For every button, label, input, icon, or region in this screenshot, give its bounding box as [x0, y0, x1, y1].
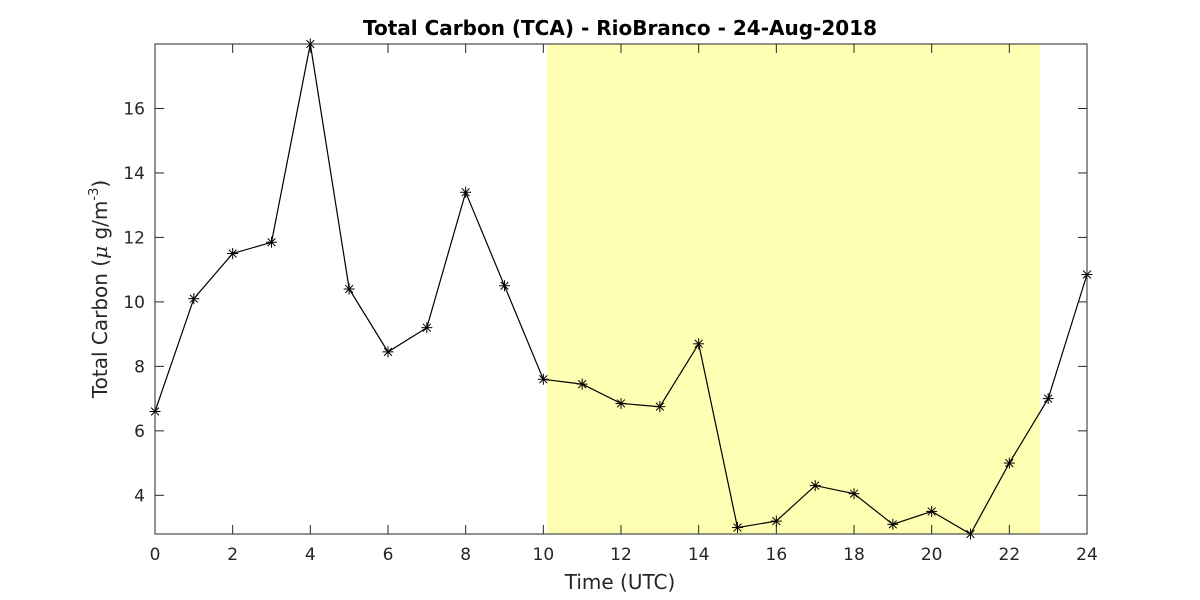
data-point	[732, 522, 743, 534]
x-axis-title: Time (UTC)	[564, 570, 676, 594]
x-tick-label: 22	[999, 545, 1021, 565]
data-point	[421, 322, 433, 334]
data-point	[382, 346, 394, 358]
x-tick-label: 16	[766, 545, 788, 565]
data-point	[537, 373, 549, 385]
y-axis-title-mu: μ	[88, 246, 112, 259]
y-axis-title: Total Carbon (μ g/m-3)	[87, 180, 112, 399]
data-point	[848, 488, 860, 500]
x-tick-label: 20	[921, 545, 943, 565]
x-tick-label: 12	[610, 545, 632, 565]
chart-title: Total Carbon (TCA) - RioBranco - 24-Aug-…	[363, 16, 877, 40]
data-point	[693, 338, 705, 350]
y-tick-label: 4	[134, 486, 145, 506]
data-point	[1003, 457, 1015, 469]
data-point	[499, 280, 510, 292]
data-point	[615, 397, 627, 409]
y-axis-title-unit: g/m	[88, 201, 112, 246]
data-point	[770, 515, 782, 527]
data-point	[1042, 393, 1054, 405]
axis-ticks	[154, 44, 1088, 534]
data-point	[926, 505, 938, 517]
x-tick-label: 8	[460, 545, 471, 565]
shaded-region	[547, 44, 1041, 534]
data-point	[343, 283, 355, 295]
x-tick-label: 14	[688, 545, 710, 565]
x-tick-label: 24	[1076, 545, 1098, 565]
y-tick-label: 6	[134, 422, 145, 442]
y-tick-labels: 4 6 8 10 12 14 16	[123, 99, 145, 506]
data-point	[887, 518, 899, 530]
plot-frame	[154, 43, 1088, 535]
y-tick-label: 10	[123, 293, 145, 313]
y-axis-title-exponent: -3	[87, 188, 102, 201]
y-tick-label: 12	[123, 228, 145, 248]
y-tick-label: 14	[123, 164, 145, 184]
data-point	[654, 401, 666, 413]
y-tick-label: 16	[123, 99, 145, 119]
data-point	[266, 236, 277, 248]
x-tick-label: 6	[383, 545, 394, 565]
y-axis-title-prefix: Total Carbon (	[88, 259, 112, 399]
x-tick-label: 2	[227, 545, 238, 565]
data-point	[188, 293, 200, 305]
x-tick-label: 10	[533, 545, 555, 565]
y-tick-label: 8	[134, 357, 145, 377]
x-tick-label: 4	[305, 545, 316, 565]
x-tick-label: 0	[150, 545, 161, 565]
x-tick-label: 18	[843, 545, 865, 565]
x-tick-labels: 0 2 4 6 8 10 12 14 16 18 20 22 24	[150, 545, 1098, 565]
data-point	[809, 480, 821, 492]
data-point	[460, 186, 472, 198]
data-point	[227, 248, 239, 260]
data-point	[576, 378, 588, 390]
y-axis-title-suffix: )	[88, 180, 112, 188]
